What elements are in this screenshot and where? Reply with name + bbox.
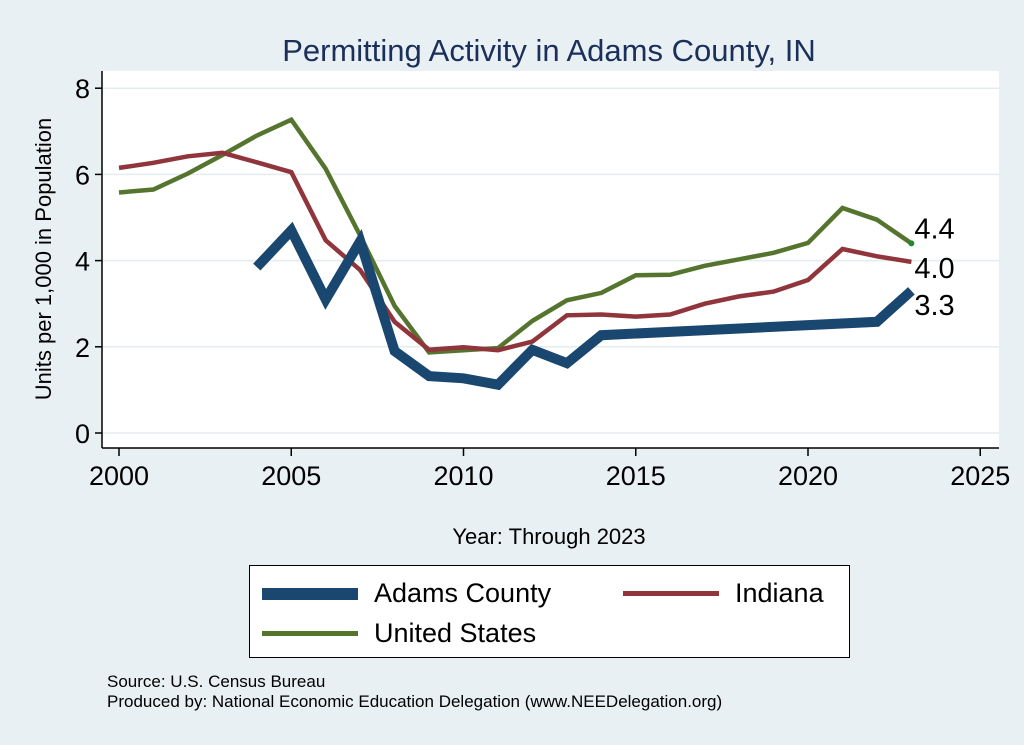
x-tick-label: 2025: [950, 461, 1010, 491]
y-tick-label: 6: [75, 160, 90, 190]
legend-label-united-states: United States: [374, 618, 537, 648]
source-note: Source: U.S. Census Bureau: [107, 672, 326, 691]
y-tick-label: 4: [75, 247, 90, 277]
legend-item-adams-county: Adams County: [262, 578, 551, 609]
x-tick-label: 2020: [778, 461, 838, 491]
legend-swatch-adams-county: [262, 587, 358, 600]
axes: 0 2 4 6 8 2000 2005 2010 2015 2020 2025: [75, 71, 1010, 491]
y-tick-label: 2: [75, 333, 90, 363]
y-tick-label: 8: [75, 74, 90, 104]
x-axis-label: Year: Through 2023: [452, 524, 645, 549]
x-tick-label: 2000: [89, 461, 149, 491]
legend-swatch-indiana: [623, 591, 719, 596]
legend: Adams County Indiana United States: [249, 565, 850, 658]
x-tick-label: 2005: [261, 461, 321, 491]
chart-title: Permitting Activity in Adams County, IN: [282, 33, 816, 68]
x-tick-label: 2015: [606, 461, 666, 491]
legend-item-united-states: United States: [262, 618, 536, 649]
end-label-united-states: 4.4: [914, 213, 954, 245]
producer-note: Produced by: National Economic Education…: [107, 692, 723, 711]
y-tick-label: 0: [75, 419, 90, 449]
series-line-indiana: [118, 150, 912, 353]
series-end-marker-united-states: [908, 240, 915, 247]
y-axis-label: Units per 1,000 in Population: [31, 118, 56, 401]
end-labels: 3.3 4.0 4.4: [914, 213, 954, 321]
series-line-united-states: [118, 116, 913, 355]
series-line-adams-county: [253, 221, 915, 391]
series-lines: [118, 116, 915, 391]
grid-lines: [102, 87, 999, 434]
x-tick-label: 2010: [433, 461, 493, 491]
end-label-indiana: 4.0: [914, 253, 954, 285]
legend-item-indiana: Indiana: [623, 578, 824, 609]
legend-label-indiana: Indiana: [735, 578, 824, 608]
chart-notes: Source: U.S. Census Bureau Produced by: …: [107, 672, 722, 712]
legend-label-adams-county: Adams County: [374, 578, 552, 608]
plot-region: [102, 71, 999, 448]
end-label-adams-county: 3.3: [914, 290, 954, 322]
legend-swatch-united-states: [262, 631, 358, 636]
